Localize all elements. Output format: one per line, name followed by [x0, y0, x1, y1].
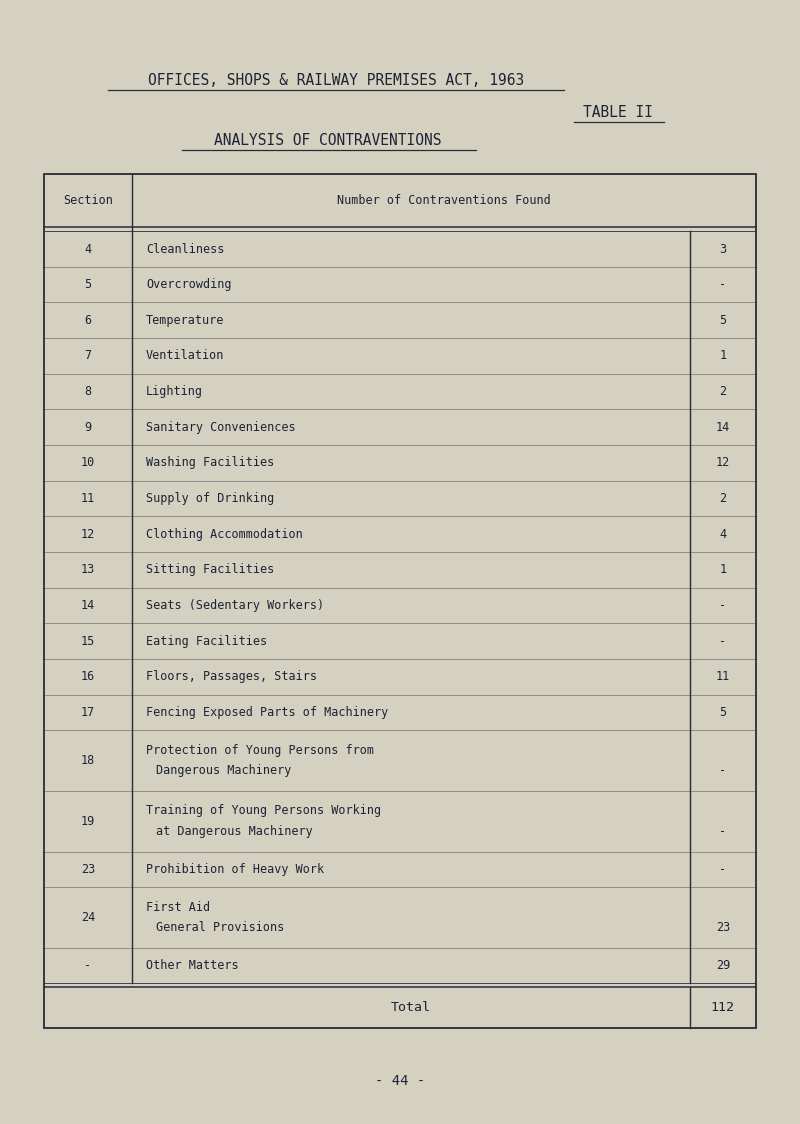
- Text: 9: 9: [85, 420, 91, 434]
- Text: 1: 1: [719, 350, 726, 362]
- Text: 12: 12: [81, 528, 95, 541]
- Text: 112: 112: [710, 1001, 734, 1015]
- Text: 1: 1: [719, 563, 726, 577]
- Text: 5: 5: [85, 278, 91, 291]
- Text: Eating Facilities: Eating Facilities: [146, 635, 267, 647]
- Text: 8: 8: [85, 386, 91, 398]
- Text: 14: 14: [81, 599, 95, 613]
- Text: Section: Section: [63, 194, 113, 207]
- Text: Total: Total: [391, 1001, 430, 1015]
- Text: 17: 17: [81, 706, 95, 719]
- Bar: [44, 174, 756, 1028]
- Text: -: -: [719, 278, 726, 291]
- Text: Clothing Accommodation: Clothing Accommodation: [146, 528, 302, 541]
- Text: 3: 3: [719, 243, 726, 255]
- Text: 10: 10: [81, 456, 95, 470]
- Text: Ventilation: Ventilation: [146, 350, 224, 362]
- Text: Protection of Young Persons from: Protection of Young Persons from: [146, 744, 374, 756]
- Text: Lighting: Lighting: [146, 386, 203, 398]
- Text: Temperature: Temperature: [146, 314, 224, 327]
- Text: Number of Contraventions Found: Number of Contraventions Found: [337, 194, 551, 207]
- Text: 6: 6: [85, 314, 91, 327]
- Text: Washing Facilities: Washing Facilities: [146, 456, 274, 470]
- Text: Seats (Sedentary Workers): Seats (Sedentary Workers): [146, 599, 324, 613]
- Text: Training of Young Persons Working: Training of Young Persons Working: [146, 805, 381, 817]
- Text: ANALYSIS OF CONTRAVENTIONS: ANALYSIS OF CONTRAVENTIONS: [214, 134, 442, 148]
- Text: Floors, Passages, Stairs: Floors, Passages, Stairs: [146, 670, 317, 683]
- Text: 7: 7: [85, 350, 91, 362]
- Text: 5: 5: [719, 314, 726, 327]
- Text: Other Matters: Other Matters: [146, 959, 238, 972]
- Text: 13: 13: [81, 563, 95, 577]
- Text: 23: 23: [81, 863, 95, 876]
- Text: -: -: [85, 959, 91, 972]
- Text: Cleanliness: Cleanliness: [146, 243, 224, 255]
- Text: Fencing Exposed Parts of Machinery: Fencing Exposed Parts of Machinery: [146, 706, 388, 719]
- Text: Prohibition of Heavy Work: Prohibition of Heavy Work: [146, 863, 324, 876]
- Text: -: -: [719, 863, 726, 876]
- Text: Sanitary Conveniences: Sanitary Conveniences: [146, 420, 296, 434]
- Text: -: -: [719, 635, 726, 647]
- Text: TABLE II: TABLE II: [583, 106, 654, 120]
- Text: 11: 11: [81, 492, 95, 505]
- Text: -: -: [719, 599, 726, 613]
- Text: Supply of Drinking: Supply of Drinking: [146, 492, 274, 505]
- Text: First Aid: First Aid: [146, 900, 210, 914]
- Text: Overcrowding: Overcrowding: [146, 278, 231, 291]
- Text: - 44 -: - 44 -: [375, 1075, 425, 1088]
- Text: -: -: [719, 825, 726, 839]
- Text: 11: 11: [716, 670, 730, 683]
- Text: OFFICES, SHOPS & RAILWAY PREMISES ACT, 1963: OFFICES, SHOPS & RAILWAY PREMISES ACT, 1…: [148, 73, 524, 88]
- Text: 18: 18: [81, 754, 95, 767]
- Text: General Provisions: General Provisions: [156, 922, 284, 934]
- Text: 16: 16: [81, 670, 95, 683]
- Text: Sitting Facilities: Sitting Facilities: [146, 563, 274, 577]
- Text: 2: 2: [719, 492, 726, 505]
- Text: 23: 23: [716, 922, 730, 934]
- Text: Dangerous Machinery: Dangerous Machinery: [156, 764, 291, 778]
- Text: 29: 29: [716, 959, 730, 972]
- Text: 15: 15: [81, 635, 95, 647]
- Text: 4: 4: [85, 243, 91, 255]
- Text: 2: 2: [719, 386, 726, 398]
- Text: 14: 14: [716, 420, 730, 434]
- Text: 5: 5: [719, 706, 726, 719]
- Text: 4: 4: [719, 528, 726, 541]
- Text: -: -: [719, 764, 726, 778]
- Text: 19: 19: [81, 815, 95, 827]
- Text: at Dangerous Machinery: at Dangerous Machinery: [156, 825, 313, 839]
- Text: 24: 24: [81, 910, 95, 924]
- Text: 12: 12: [716, 456, 730, 470]
